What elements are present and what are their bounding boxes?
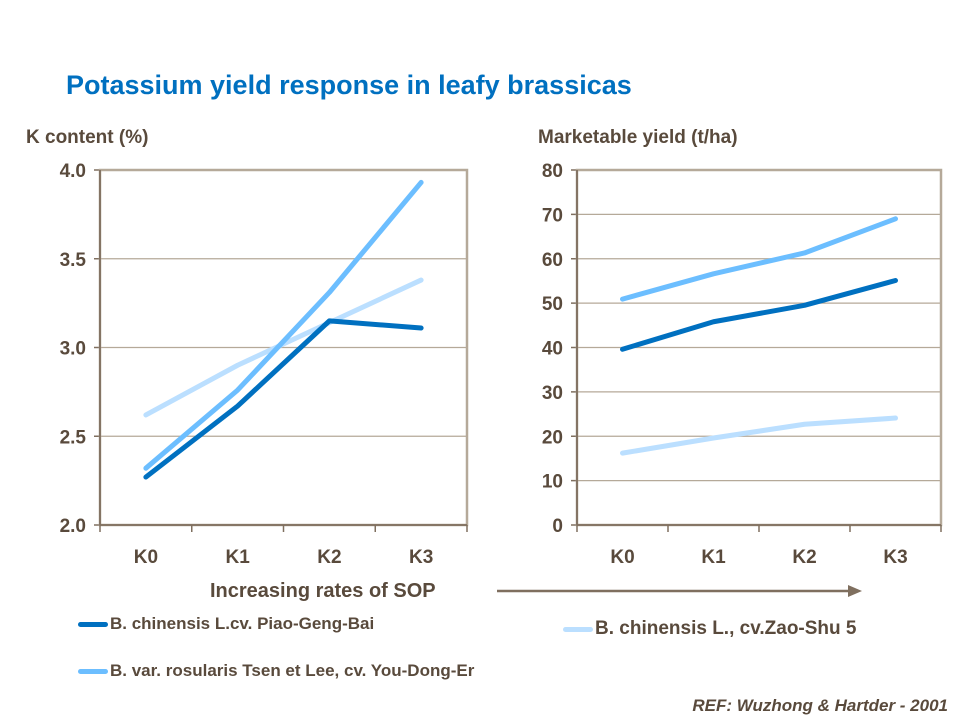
y-tick-label: 50 [542,294,563,315]
legend-swatch-3 [563,627,593,632]
legend-swatch-1 [78,622,108,627]
y-tick-label: 3.5 [60,250,87,271]
legend-item-3: B. chinensis L., cv.Zao-Shu 5 [595,618,857,639]
x-tick-label: K1 [225,547,250,568]
y-tick-label: 2.5 [60,427,87,448]
right-y-axis-label: Marketable yield (t/ha) [538,127,738,148]
x-tick-label: K1 [701,547,726,568]
y-tick-label: 4.0 [60,161,86,182]
y-tick-label: 2.0 [60,516,86,537]
legend-item-1: B. chinensis L.cv. Piao-Geng-Bai [110,614,375,633]
series-line-1 [620,277,898,352]
x-axis-caption: Increasing rates of SOP [210,580,436,602]
y-tick-label: 0 [552,516,563,537]
legend-swatch-2 [78,669,108,674]
y-tick-label: 70 [542,205,563,226]
series-line-3 [620,415,898,456]
series-line-2 [143,179,424,471]
y-tick-label: 40 [542,339,563,360]
legend-item-2: B. var. rosularis Tsen et Lee, cv. You-D… [110,661,475,680]
x-tick-label: K2 [792,547,816,568]
y-tick-label: 60 [542,250,563,271]
series-line-2 [620,216,898,302]
y-tick-label: 20 [542,427,563,448]
y-tick-label: 30 [542,383,563,404]
x-tick-label: K3 [883,547,907,568]
x-tick-label: K0 [134,547,158,568]
series-line-1 [143,318,424,480]
reference-note: REF: Wuzhong & Hartder - 2001 [692,696,948,715]
left-y-axis-label: K content (%) [26,127,149,148]
y-tick-label: 80 [542,161,563,182]
y-tick-label: 10 [542,472,563,493]
x-tick-label: K0 [610,547,634,568]
slide-title: Potassium yield response in leafy brassi… [66,70,632,100]
x-tick-label: K3 [409,547,433,568]
x-tick-label: K2 [317,547,341,568]
y-tick-label: 3.0 [60,339,86,360]
arrow-head-icon [848,585,862,597]
